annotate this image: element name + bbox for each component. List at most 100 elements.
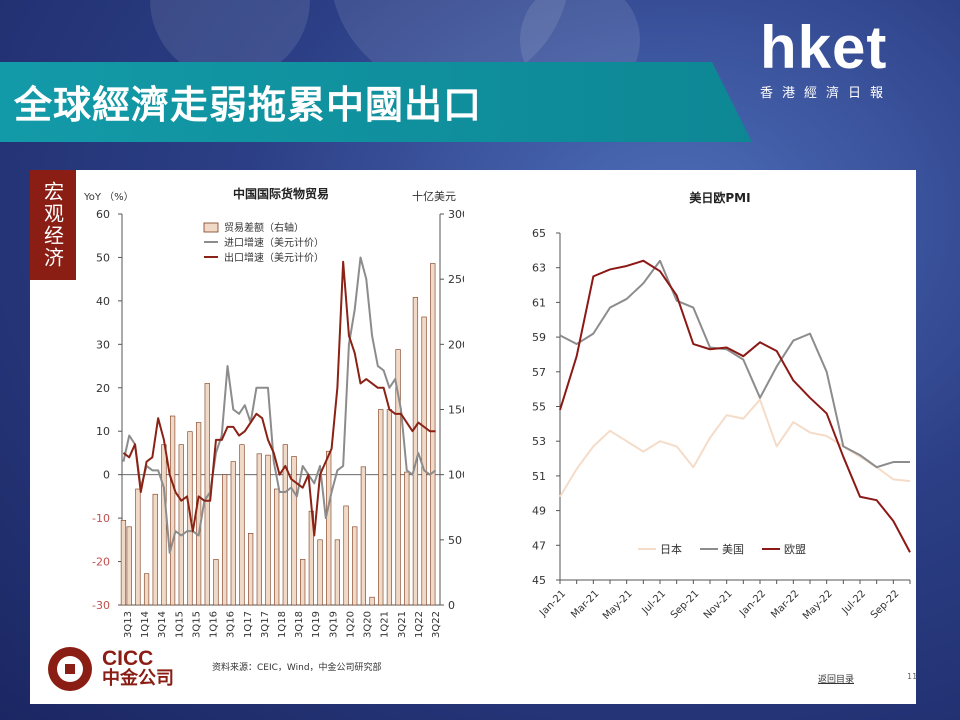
x-tick-label: May-21 [601,588,635,622]
trade-chart: 6050403020100-10-20-30300250200150100500… [83,186,464,638]
left-y-tick-label: -20 [92,556,110,569]
x-tick-label: Nov-21 [702,588,735,621]
section-tab: 宏观经济 [30,170,76,280]
x-tick-label: Jul-22 [840,588,869,617]
trade-balance-bar [282,444,288,606]
trade-balance-bar [369,596,375,606]
title-banner [0,62,752,142]
trade-balance-bar [222,474,228,606]
right-y-tick-label: 250 [448,273,464,286]
trade-balance-bar [169,415,176,606]
y-tick-label: 59 [532,331,546,344]
trade-balance-bars [120,263,436,606]
export-growth-line [122,260,436,537]
trade-balance-bar [239,444,245,606]
cicc-logo: CICC 中金公司 [46,645,174,693]
page-title: 全球經濟走弱拖累中國出口 [14,83,483,127]
trade-balance-bar [230,461,236,606]
x-tick-label: Jan-22 [737,588,768,619]
trade-balance-bar [265,454,271,606]
x-tick-label: Jan-21 [537,588,568,619]
x-tick-label: 3Q21 [397,611,408,638]
trade-chart-text: 6050403020100-10-20-30300250200150100500… [83,186,464,638]
japan-pmi-line [559,398,911,498]
right-y-tick-label: 50 [448,534,462,547]
slide-panel [30,170,916,704]
trade-balance-bar [317,539,323,606]
trade-growth-lines [122,256,437,554]
legend-label: 贸易差额（右轴） [224,221,304,234]
trade-balance-bar [120,519,127,606]
cicc-brand-cn: 中金公司 [102,668,174,689]
y-tick-label: 57 [532,366,546,379]
x-tick-label: 3Q18 [294,611,305,638]
right-axis-label: 十亿美元 [412,189,456,203]
right-y-tick-label: 200 [448,338,464,351]
x-tick-label: 1Q16 [209,611,220,638]
legend-label: 欧盟 [784,543,806,556]
x-tick-label: 1Q21 [380,611,391,638]
x-tick-label: 1Q14 [140,611,151,638]
x-tick-label: 1Q18 [277,611,288,638]
legend-label: 美国 [722,543,744,556]
trade-balance-bar [326,450,332,606]
x-tick-label: Sep-22 [869,588,902,621]
cicc-coin-icon [48,647,92,691]
right-y-tick-label: 0 [448,599,455,612]
x-tick-label: 3Q19 [328,611,339,638]
x-tick-label: Mar-22 [769,588,801,620]
trade-balance-bar [152,493,158,606]
left-y-tick-label: 10 [96,425,110,438]
page-number: 11 [907,672,918,681]
x-tick-label: 3Q20 [363,611,374,638]
us-pmi-line [559,259,910,469]
left-y-tick-label: 40 [96,295,110,308]
x-tick-label: 3Q15 [191,611,202,638]
y-tick-label: 63 [532,262,546,275]
trade-balance-bar [161,444,167,606]
right-y-tick-label: 150 [448,404,464,417]
left-y-tick-label: 0 [103,469,110,482]
trade-balance-bar [126,526,132,606]
y-tick-label: 61 [532,296,546,309]
trade-balance-bar [291,456,297,606]
x-tick-label: 1Q15 [174,611,185,638]
x-tick-label: 3Q16 [226,611,237,638]
trade-balance-bar [135,488,141,606]
left-y-tick-label: -10 [92,512,110,525]
pmi-lines [559,259,911,553]
x-tick-label: 1Q22 [414,611,425,638]
import-growth-line [122,256,437,554]
x-tick-label: 3Q22 [431,611,442,638]
y-tick-label: 53 [532,435,546,448]
legend-label: 进口增速（美元计价） [224,236,324,249]
x-tick-label: 1Q20 [345,611,356,638]
x-tick-label: 3Q17 [260,611,271,638]
trade-balance-bar [248,533,254,606]
x-tick-label: May-22 [801,588,835,622]
x-tick-label: 3Q13 [123,611,134,638]
back-to-contents-link[interactable]: 返回目录 [818,675,855,685]
left-y-tick-label: 20 [96,382,110,395]
y-tick-label: 55 [532,401,546,414]
cicc-brand-en: CICC [102,647,154,670]
y-tick-label: 49 [532,505,546,518]
x-tick-label: 1Q17 [243,611,254,638]
y-tick-label: 65 [532,227,546,240]
trade-balance-bar [274,488,280,606]
trade-balance-bar [360,466,367,606]
left-y-tick-label: 60 [96,208,110,221]
chart-title: 美日欧PMI [689,190,750,205]
trade-balance-bar [143,573,150,606]
y-tick-label: 47 [532,539,546,552]
left-y-tick-label: 50 [96,251,110,264]
logo-subtitle: 香港經濟日報 [760,86,893,101]
logo-wordmark: hket [760,14,888,81]
trade-chart-axes [118,213,444,606]
x-tick-label: 3Q14 [157,611,168,638]
eu-pmi-line [559,259,911,553]
trade-balance-bar [256,453,262,606]
trade-balance-bar [213,559,219,606]
legend-label: 日本 [660,542,682,556]
